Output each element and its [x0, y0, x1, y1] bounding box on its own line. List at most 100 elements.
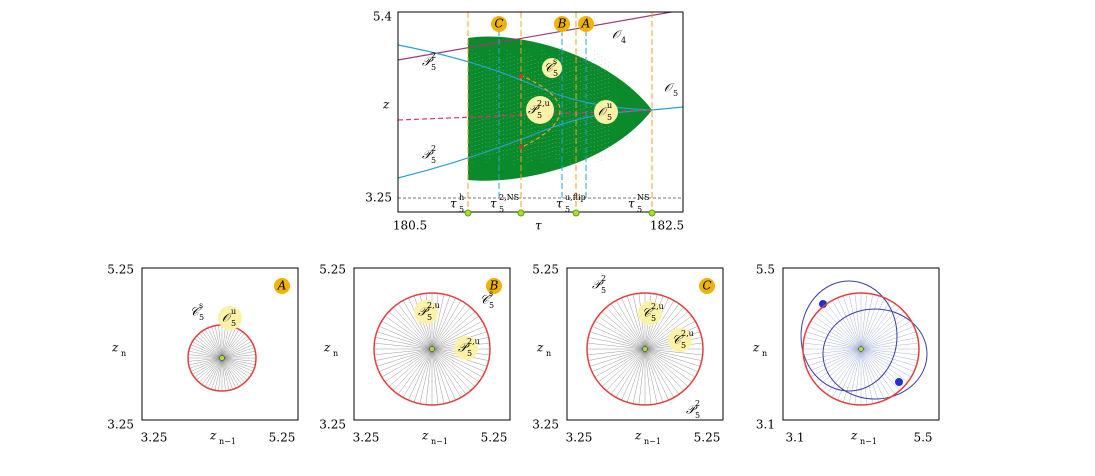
trajectory [860, 348, 909, 383]
label-sub: 5 [427, 313, 432, 322]
label-sub: 5 [695, 411, 700, 420]
trajectory [632, 294, 646, 350]
trajectory [860, 348, 885, 401]
trajectory [431, 297, 456, 350]
x-right: 5.25 [269, 431, 296, 445]
trajectory [644, 348, 658, 404]
y-top: 5.25 [319, 263, 346, 277]
trajectory [644, 307, 684, 350]
trajectory [860, 326, 915, 350]
trajectory [860, 348, 891, 398]
trajectory [644, 348, 701, 367]
label-sub: 5 [601, 286, 606, 295]
trajectory [644, 348, 696, 378]
trajectory [644, 297, 669, 350]
x-left: 180.5 [393, 219, 427, 233]
trajectory [610, 303, 646, 350]
x-right: 182.5 [650, 219, 684, 233]
red-cycle [373, 292, 491, 406]
trajectory [610, 348, 646, 395]
badge-text: B [557, 17, 567, 31]
x-left: 3.25 [141, 431, 168, 445]
trajectory [431, 348, 480, 383]
label-halo [668, 328, 692, 352]
trajectory [587, 348, 646, 356]
trajectory [374, 348, 433, 356]
equilibrium [858, 346, 864, 352]
bifurcation-point [464, 209, 472, 217]
trajectory [860, 295, 880, 350]
trajectory [218, 325, 223, 359]
label-halo [594, 100, 618, 124]
trajectory [842, 295, 862, 350]
trajectory [388, 311, 433, 350]
trajectory [221, 357, 230, 391]
trajectory [196, 335, 223, 359]
label-sub: n [546, 349, 551, 358]
trajectory [860, 348, 868, 405]
y-axis-label: z [323, 341, 331, 355]
trajectory [221, 338, 250, 359]
badge-text: A [277, 279, 287, 293]
label-sub: 5 [231, 319, 236, 328]
trajectory [221, 354, 256, 359]
trajectory [644, 348, 702, 361]
label-sup: h [459, 193, 464, 202]
trajectory [431, 300, 462, 350]
trajectory [805, 348, 862, 367]
trajectory [221, 357, 233, 390]
trajectory [860, 303, 896, 350]
math-label: 𝒪 [222, 311, 233, 325]
trajectory [644, 348, 699, 372]
label-halo [414, 300, 438, 324]
trajectory [381, 348, 433, 378]
trajectory [208, 357, 223, 389]
badge [486, 278, 502, 294]
trajectory [626, 295, 646, 350]
label-sup: s [199, 301, 203, 310]
badge-text: C [702, 279, 711, 293]
trajectory [810, 348, 862, 378]
math-label: 𝒪 [612, 28, 623, 42]
trajectory [221, 347, 255, 359]
trajectory [431, 307, 471, 350]
trajectory [188, 354, 223, 359]
trajectory [211, 357, 223, 390]
label-sub: 5 [681, 341, 686, 350]
trajectory [221, 329, 240, 359]
badge-text: A [581, 17, 591, 31]
badge [491, 16, 507, 32]
x-right: 5.25 [481, 431, 508, 445]
trajectory [644, 348, 675, 398]
trajectory [810, 320, 862, 350]
label-halo [638, 301, 662, 325]
trajectory [221, 357, 254, 372]
trajectory [860, 342, 919, 350]
trajectory [221, 357, 255, 369]
trajectory [192, 341, 223, 359]
bifurcation-point [648, 209, 656, 217]
label-sub: 5 [467, 349, 472, 358]
trajectory [425, 348, 433, 405]
o5-branch [651, 106, 683, 111]
trajectory [431, 315, 480, 350]
badge [554, 16, 570, 32]
trajectory [860, 293, 868, 350]
x-left: 3.25 [353, 431, 380, 445]
equilibrium [642, 346, 648, 352]
math-label: 𝒪 [598, 105, 609, 119]
trajectory [860, 311, 905, 350]
trajectory [190, 344, 223, 359]
trajectory [807, 326, 862, 350]
trajectory [644, 348, 689, 387]
label-halo [542, 58, 562, 78]
y-bottom: 3.25 [319, 418, 346, 432]
trajectory [860, 320, 912, 350]
bifurcation-point [517, 209, 525, 217]
y-top: 5.25 [532, 263, 559, 277]
trajectory [221, 325, 230, 359]
y-top: 5.25 [107, 263, 134, 277]
trajectory [860, 348, 918, 361]
trajectory [221, 335, 248, 359]
badge-text: B [489, 279, 499, 293]
